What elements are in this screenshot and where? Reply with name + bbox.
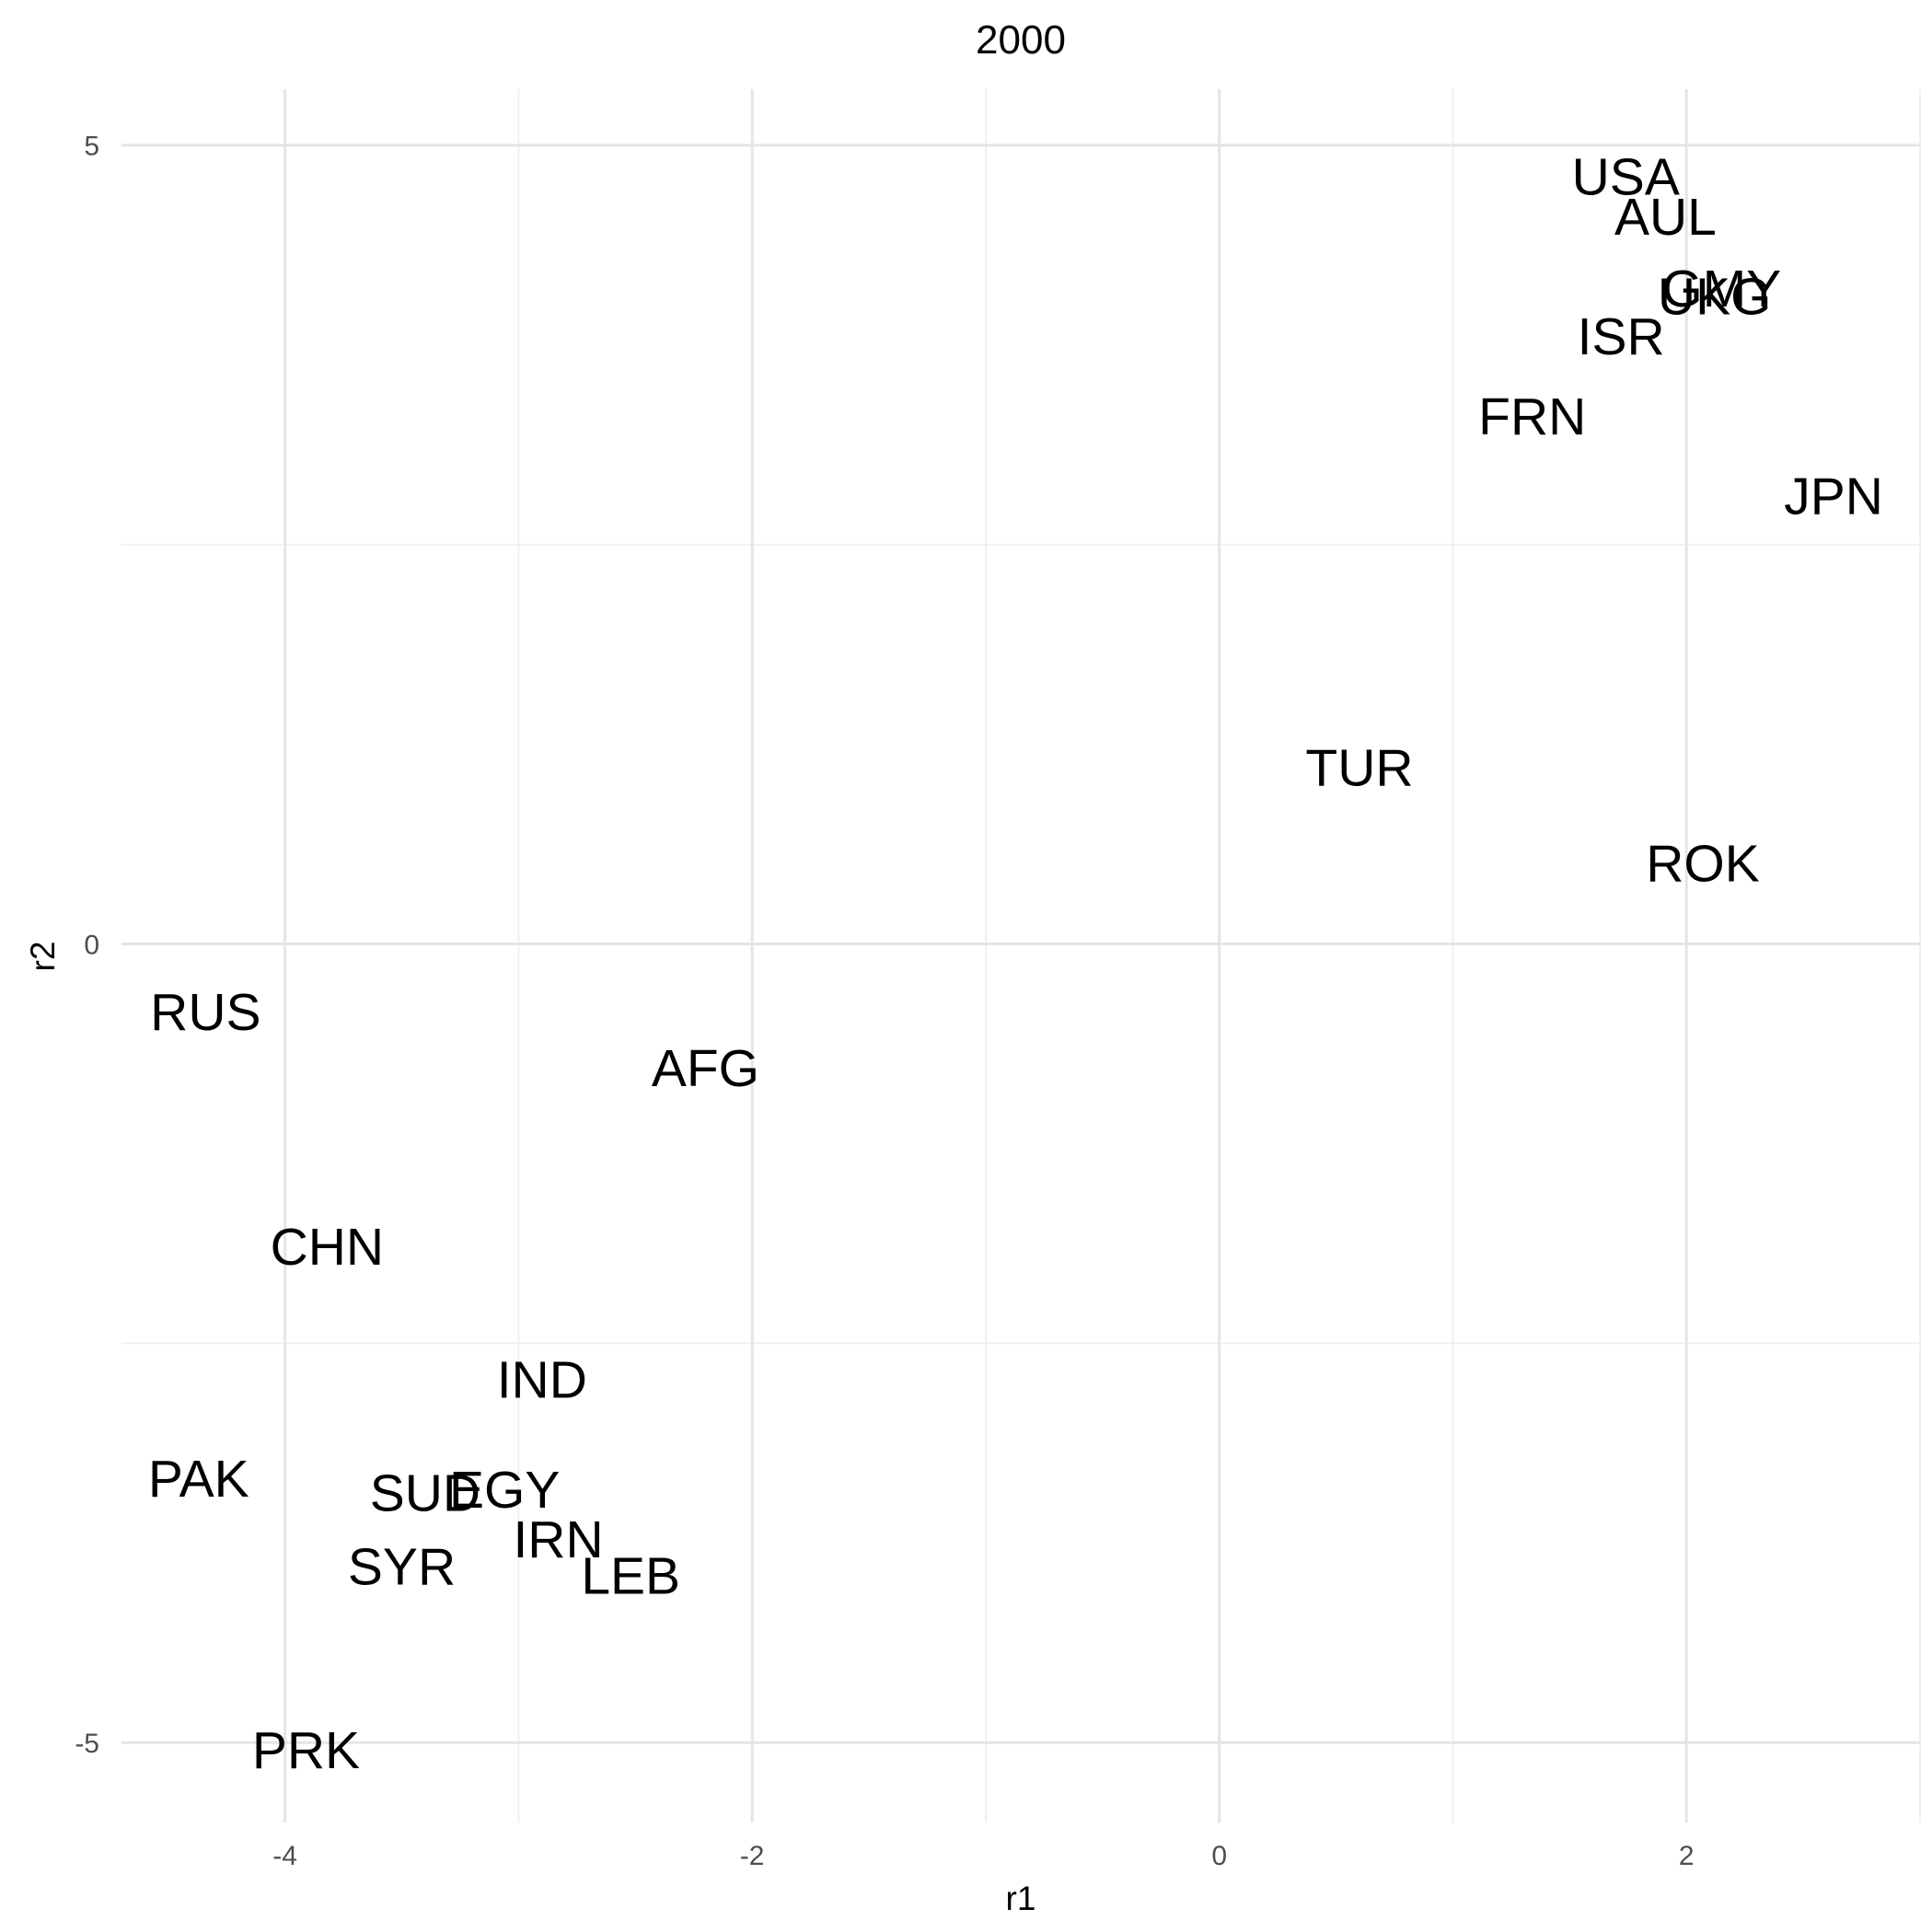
y-tick-label: 5 <box>84 132 99 162</box>
y-tick-label: 0 <box>84 930 99 960</box>
minor-gridlines <box>121 89 1921 1822</box>
point-label-jpn: JPN <box>1784 468 1883 526</box>
chart-title: 2000 <box>976 17 1066 63</box>
y-tick-label: -5 <box>75 1729 99 1759</box>
x-axis-tick-labels: -4 -2 0 2 <box>272 1841 1694 1871</box>
point-label-rus: RUS <box>150 983 260 1042</box>
point-label-rok: ROK <box>1646 835 1760 894</box>
x-tick-label: 2 <box>1679 1841 1695 1871</box>
x-tick-label: 0 <box>1211 1841 1227 1871</box>
point-label-tur: TUR <box>1305 739 1413 798</box>
point-label-isr: ISR <box>1578 307 1665 366</box>
x-tick-label: -4 <box>272 1841 297 1871</box>
point-label-usa: USA <box>1572 147 1680 206</box>
point-label-irn: IRN <box>513 1510 603 1569</box>
y-axis-title: r2 <box>24 942 62 972</box>
point-label-gmy: GMY <box>1661 260 1781 318</box>
point-label-chn: CHN <box>271 1218 385 1277</box>
point-label-afg: AFG <box>652 1039 759 1098</box>
point-label-leb: LEB <box>581 1547 680 1606</box>
point-label-aul: AUL <box>1614 188 1717 247</box>
x-axis-title: r1 <box>1006 1880 1036 1917</box>
major-gridlines <box>121 89 1920 1822</box>
point-label-egy: EGY <box>449 1461 560 1520</box>
point-label-ind: IND <box>497 1350 587 1409</box>
point-label-frn: FRN <box>1478 388 1586 446</box>
point-label-prk: PRK <box>252 1721 360 1780</box>
point-label-pak: PAK <box>148 1450 249 1509</box>
point-label-sud: SUD <box>370 1463 480 1522</box>
y-axis-tick-labels: -5 0 5 <box>75 132 99 1759</box>
point-label-ukg: UKG <box>1658 268 1772 327</box>
point-label-syr: SYR <box>348 1537 456 1596</box>
x-tick-label: -2 <box>740 1841 765 1871</box>
